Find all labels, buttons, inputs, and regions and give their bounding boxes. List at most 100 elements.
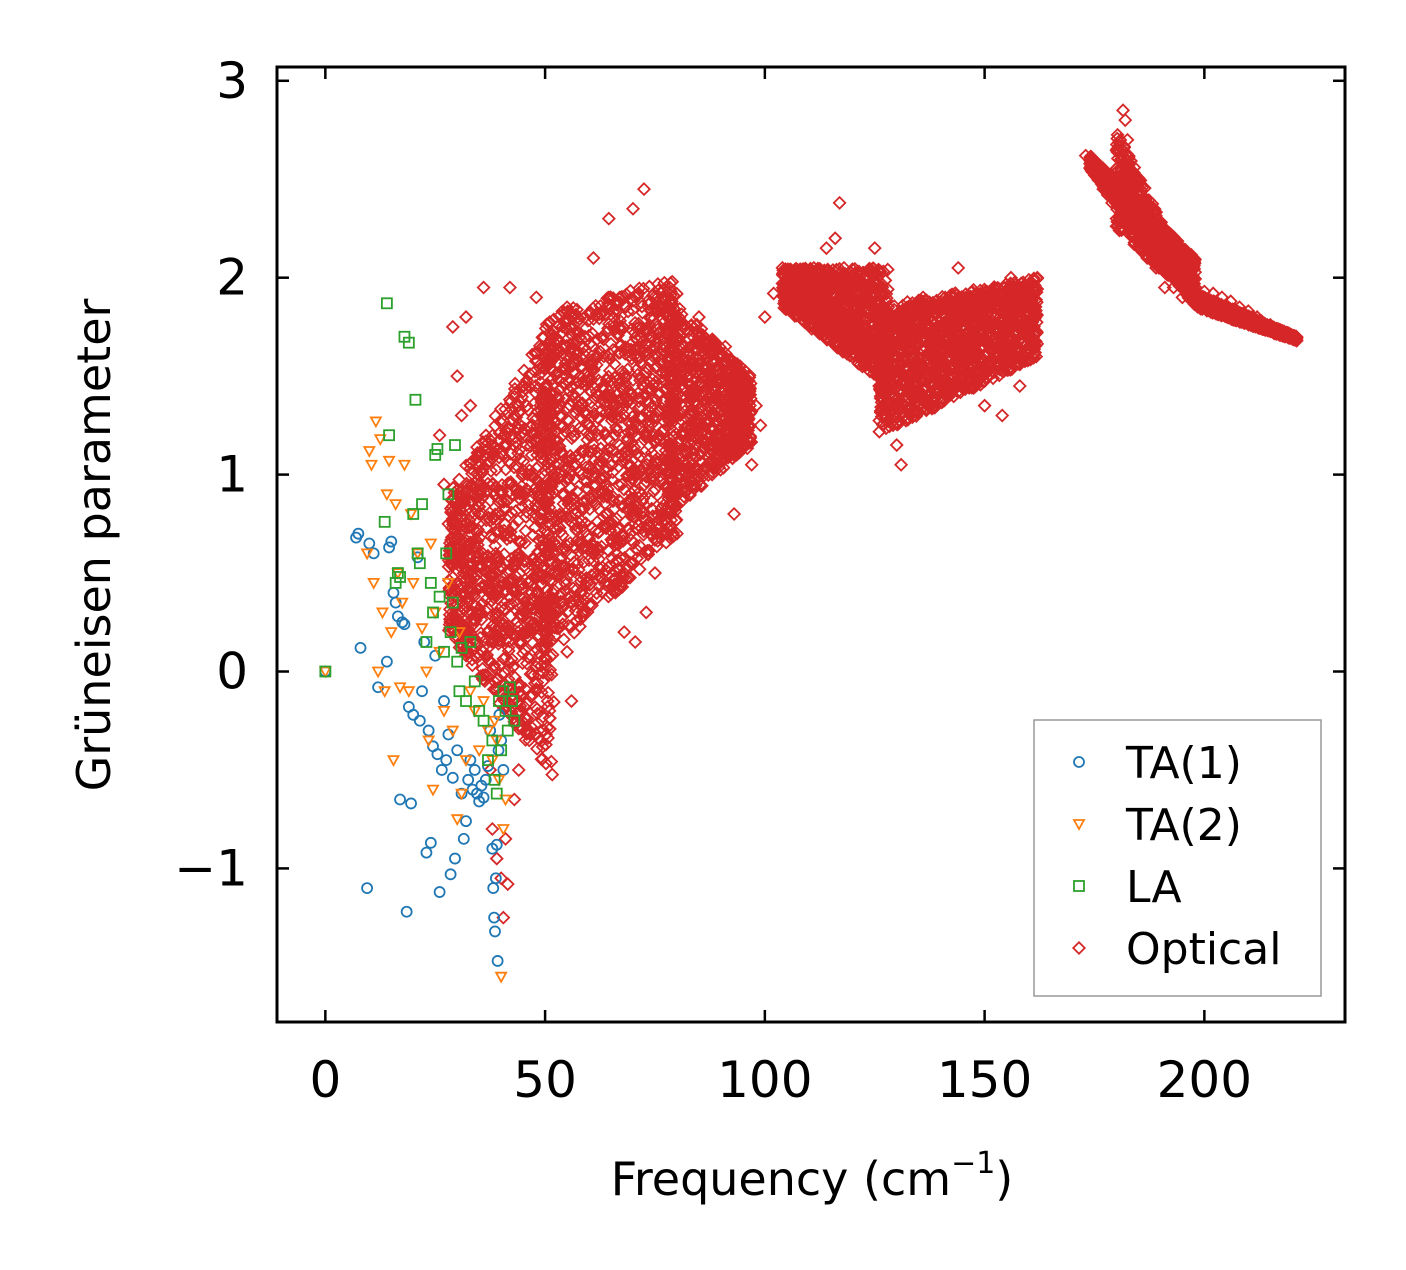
optical-cloud-point — [542, 517, 557, 532]
optical-cloud-point — [532, 514, 547, 529]
optical-cloud-point — [487, 658, 502, 673]
optical-cloud-point — [651, 512, 667, 527]
optical-cloud-point — [492, 450, 507, 465]
optical-cloud-point — [498, 437, 513, 452]
optical-cloud-point — [595, 519, 610, 534]
optical-cloud-point — [518, 723, 533, 738]
optical-cloud-point — [591, 349, 606, 364]
optical-cloud-point — [482, 505, 497, 520]
optical-cloud-point — [491, 608, 506, 623]
optical-cloud-point — [651, 289, 666, 304]
optical-cloud-point — [530, 353, 545, 368]
optical-cloud-point — [542, 316, 557, 331]
optical-cloud-point — [539, 727, 554, 742]
optical-cloud-point — [557, 314, 572, 329]
optical-cloud-point — [549, 343, 564, 358]
optical-cloud-point — [495, 477, 510, 492]
optical-cloud-point — [455, 489, 470, 504]
optical-cloud-point — [554, 551, 569, 566]
optical-cloud-point — [601, 369, 616, 384]
optical-cloud-point — [582, 532, 597, 547]
optical-cloud-point — [635, 503, 650, 518]
optical-cloud-point — [518, 523, 533, 538]
optical-cloud-point — [698, 334, 713, 349]
optical-cloud-point — [578, 460, 593, 475]
optical-cloud-point — [453, 510, 468, 525]
optical-cloud-point — [502, 562, 517, 577]
optical-cloud-point — [692, 368, 707, 383]
optical-cloud-point — [664, 440, 679, 455]
optical-cloud-point — [508, 376, 523, 391]
optical-cloud-point — [521, 601, 536, 616]
optical-cloud-point — [644, 329, 659, 344]
optical-cloud-point — [554, 380, 569, 395]
optical-cloud-point — [566, 539, 581, 554]
optical-cloud-point — [518, 381, 533, 396]
optical-cloud-point — [494, 600, 509, 615]
optical-cloud-point — [600, 442, 615, 457]
optical-cloud-point — [507, 460, 522, 475]
optical-cloud-point — [574, 583, 589, 598]
optical-cloud-point — [645, 502, 660, 517]
optical-cloud-point — [666, 301, 681, 316]
optical-cloud-point — [515, 468, 530, 483]
optical-cloud-point — [579, 320, 594, 335]
optical-cloud-point — [466, 522, 481, 537]
optical-cloud-point — [496, 617, 511, 632]
optical-cloud-point — [531, 483, 546, 498]
optical-cloud-point — [565, 424, 581, 439]
optical-cloud-point — [694, 377, 709, 392]
optical-cloud-point — [659, 535, 674, 550]
optical-cloud-point — [453, 546, 468, 561]
optical-cloud-point — [616, 482, 631, 497]
optical-cloud-point — [552, 441, 567, 456]
optical-cloud-point — [554, 487, 570, 502]
optical-cloud-point — [655, 311, 671, 326]
optical-cloud-point — [467, 649, 482, 664]
optical-cloud-point — [681, 487, 696, 502]
optical-cloud-point — [679, 390, 694, 405]
optical-cloud-point — [661, 450, 676, 465]
optical-cloud-point — [664, 466, 680, 481]
optical-cloud-point — [820, 262, 835, 277]
optical-cloud-point — [473, 487, 488, 502]
optical-cloud-point — [590, 514, 605, 530]
optical-cloud-point — [535, 739, 550, 754]
optical-cloud-point — [678, 476, 693, 491]
optical-cloud-point — [618, 446, 633, 461]
optical-cloud-point — [528, 700, 543, 715]
optical-cloud-point — [610, 411, 625, 426]
optical-cloud-point — [536, 722, 551, 737]
optical-cloud-point — [629, 446, 644, 462]
optical-cloud-point — [738, 406, 753, 422]
optical-cloud-point — [498, 423, 513, 438]
optical-cloud-point — [601, 560, 616, 575]
optical-cloud-point — [629, 332, 644, 347]
optical-cloud-point — [694, 455, 709, 470]
optical-cloud-point — [469, 525, 484, 540]
optical-cloud-point — [645, 528, 660, 543]
optical-cloud-point — [609, 423, 624, 438]
optical-cloud-point — [651, 349, 666, 364]
optical-cloud-point — [633, 295, 648, 310]
optical-cloud-point — [689, 318, 704, 333]
optical-cloud-point — [512, 442, 527, 457]
optical-cloud-point — [614, 574, 629, 589]
optical-cloud-point — [594, 307, 609, 322]
optical-cloud-point — [586, 478, 601, 493]
optical-cloud-point — [595, 331, 610, 346]
optical-cloud-point — [585, 537, 600, 552]
optical-cloud-point — [603, 347, 618, 362]
optical-cloud-point — [603, 405, 618, 420]
optical-cloud-point — [519, 373, 534, 388]
optical-cloud-point — [547, 628, 562, 643]
optical-cloud-point — [627, 440, 642, 455]
optical-cloud-point — [525, 687, 540, 702]
optical-cloud-point — [572, 463, 587, 478]
optical-cloud-point — [512, 486, 527, 501]
optical-cloud-point — [542, 540, 557, 555]
optical-cloud-point — [573, 376, 589, 391]
optical-cloud-point — [600, 321, 616, 336]
optical-cloud-point — [531, 459, 546, 474]
optical-cloud-point — [475, 668, 491, 683]
